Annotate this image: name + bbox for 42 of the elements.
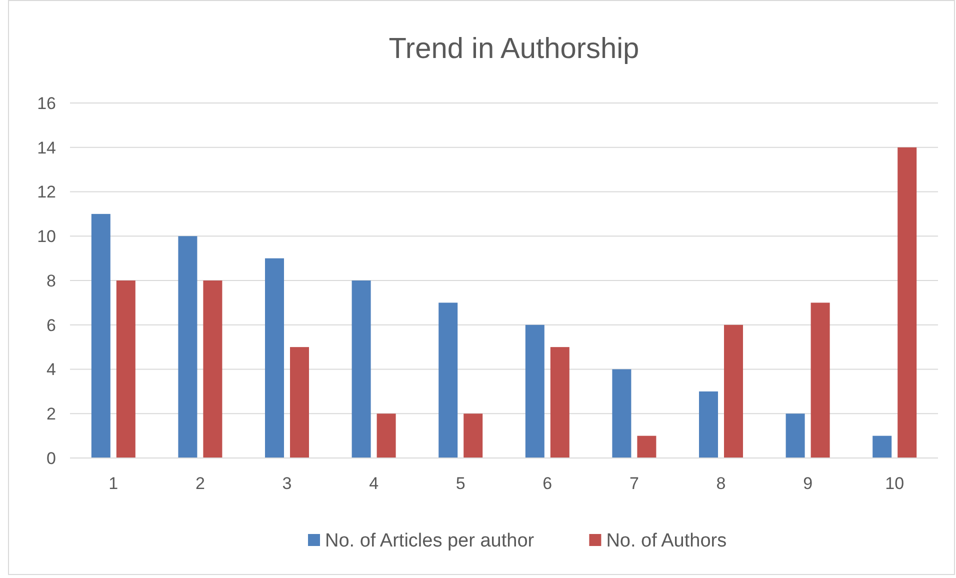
bar xyxy=(810,302,830,458)
bar xyxy=(352,280,371,458)
x-tick-label: 3 xyxy=(282,474,292,493)
bar xyxy=(550,347,570,458)
bar xyxy=(699,391,718,458)
legend-label: No. of Articles per author xyxy=(325,530,535,552)
bar xyxy=(612,369,632,458)
bar xyxy=(265,258,284,458)
legend-label: No. of Authors xyxy=(606,530,727,552)
bar xyxy=(203,280,222,458)
y-tick-label: 10 xyxy=(37,227,56,246)
y-tick-label: 2 xyxy=(46,404,56,424)
bar xyxy=(178,236,198,458)
bar xyxy=(786,414,805,458)
bar xyxy=(898,147,917,458)
bar xyxy=(438,302,458,458)
y-tick-label: 8 xyxy=(46,271,56,290)
y-tick-label: 4 xyxy=(46,360,56,380)
x-tick-label: 5 xyxy=(456,474,466,493)
x-tick-label: 10 xyxy=(885,474,904,493)
x-tick-label: 9 xyxy=(803,474,813,493)
y-tick-label: 14 xyxy=(37,138,56,158)
x-tick-label: 8 xyxy=(716,474,726,493)
x-tick-label: 7 xyxy=(629,474,639,493)
y-tick-label: 6 xyxy=(46,316,56,335)
x-tick-label: 2 xyxy=(195,474,205,493)
y-tick-label: 0 xyxy=(46,448,56,468)
x-tick-label: 6 xyxy=(542,474,552,493)
bar xyxy=(637,436,656,458)
bar xyxy=(290,347,309,458)
bar xyxy=(376,414,396,458)
x-tick-label: 4 xyxy=(369,474,379,493)
bar xyxy=(724,324,743,458)
x-tick-label: 1 xyxy=(108,474,118,493)
bar xyxy=(872,436,892,458)
chart-title: Trend in Authorship xyxy=(388,33,640,65)
bar xyxy=(464,414,483,458)
bar xyxy=(91,214,110,458)
y-tick-label: 12 xyxy=(37,182,56,202)
y-tick-label: 16 xyxy=(37,94,56,113)
bar xyxy=(525,324,544,458)
bar xyxy=(116,280,136,458)
